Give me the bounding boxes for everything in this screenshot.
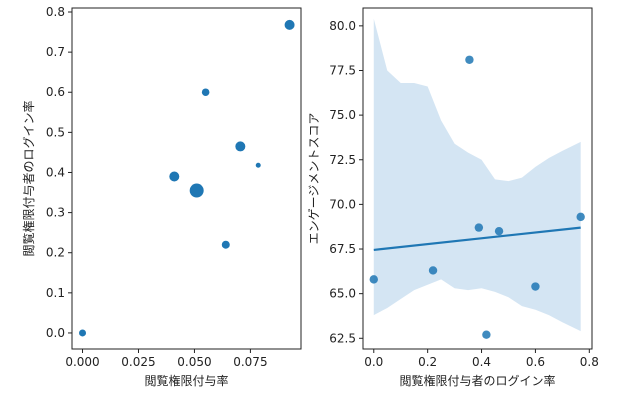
y-tick-label: 65.0 xyxy=(329,287,356,301)
data-point xyxy=(494,226,504,236)
data-point xyxy=(465,55,474,64)
data-point xyxy=(235,141,246,152)
y-tick-label: 62.5 xyxy=(329,331,356,345)
x-tick-label: 0.050 xyxy=(177,355,211,369)
chart-left: 0.000 0.025 0.050 0.075 0.0 0.1 0.2 0.3 0.4 0.5 0.… xyxy=(21,5,302,388)
y-tick-label: 0.6 xyxy=(46,85,65,99)
x-axis-label: 閲覧権限付与者のログイン率 xyxy=(399,373,555,388)
x-tick-label: 0.8 xyxy=(580,355,599,369)
regression-line xyxy=(373,226,581,252)
plot-frame xyxy=(362,7,593,350)
y-axis-label: 閲覧権限付与者のログイン率 xyxy=(21,100,36,256)
data-point xyxy=(189,183,204,198)
y-tick-label: 0.5 xyxy=(46,125,65,139)
y-tick-label: 67.5 xyxy=(329,242,356,256)
data-point xyxy=(576,212,585,222)
x-axis-label: 閲覧権限付与率 xyxy=(144,373,228,388)
y-tick-label: 0.7 xyxy=(46,45,65,59)
x-tick-label: 0.000 xyxy=(65,355,99,369)
data-point xyxy=(79,329,87,337)
y-tick-label: 80.0 xyxy=(329,19,356,33)
y-tick-label: 0.0 xyxy=(46,326,65,340)
x-tick-label: 0.2 xyxy=(418,355,437,369)
data-point xyxy=(255,162,261,168)
data-point xyxy=(169,171,180,182)
x-tick-label: 0.025 xyxy=(121,355,155,369)
y-tick-label: 0.1 xyxy=(46,286,65,300)
y-tick-label: 0.8 xyxy=(46,5,65,19)
y-tick-label: 72.5 xyxy=(329,153,356,167)
data-point xyxy=(221,240,230,249)
data-point xyxy=(284,19,295,30)
y-tick-label: 0.3 xyxy=(46,206,65,220)
y-tick-label: 70.0 xyxy=(329,197,356,211)
data-point xyxy=(201,88,210,97)
chart-right: 0.0 0.2 0.4 0.6 0.8 62.5 65.0 67.5 70.0 72.5 75.0 7… xyxy=(307,7,599,388)
x-tick-label: 0.4 xyxy=(472,355,491,369)
y-tick-label: 0.4 xyxy=(46,165,65,179)
y-tick-label: 0.2 xyxy=(46,246,65,260)
y-tick-label: 77.5 xyxy=(329,63,356,77)
plot-frame xyxy=(71,7,302,350)
confidence-band xyxy=(373,18,581,332)
x-tick-label: 0.6 xyxy=(526,355,545,369)
x-tick-label: 0.0 xyxy=(364,355,383,369)
y-tick-label: 75.0 xyxy=(329,108,356,122)
data-point xyxy=(369,275,378,284)
y-axis-label: エンゲージメントスコア xyxy=(307,113,321,245)
x-tick-label: 0.075 xyxy=(233,355,267,369)
data-point xyxy=(474,223,484,232)
data-point xyxy=(428,266,438,275)
data-point xyxy=(482,330,491,339)
data-point xyxy=(531,282,540,291)
